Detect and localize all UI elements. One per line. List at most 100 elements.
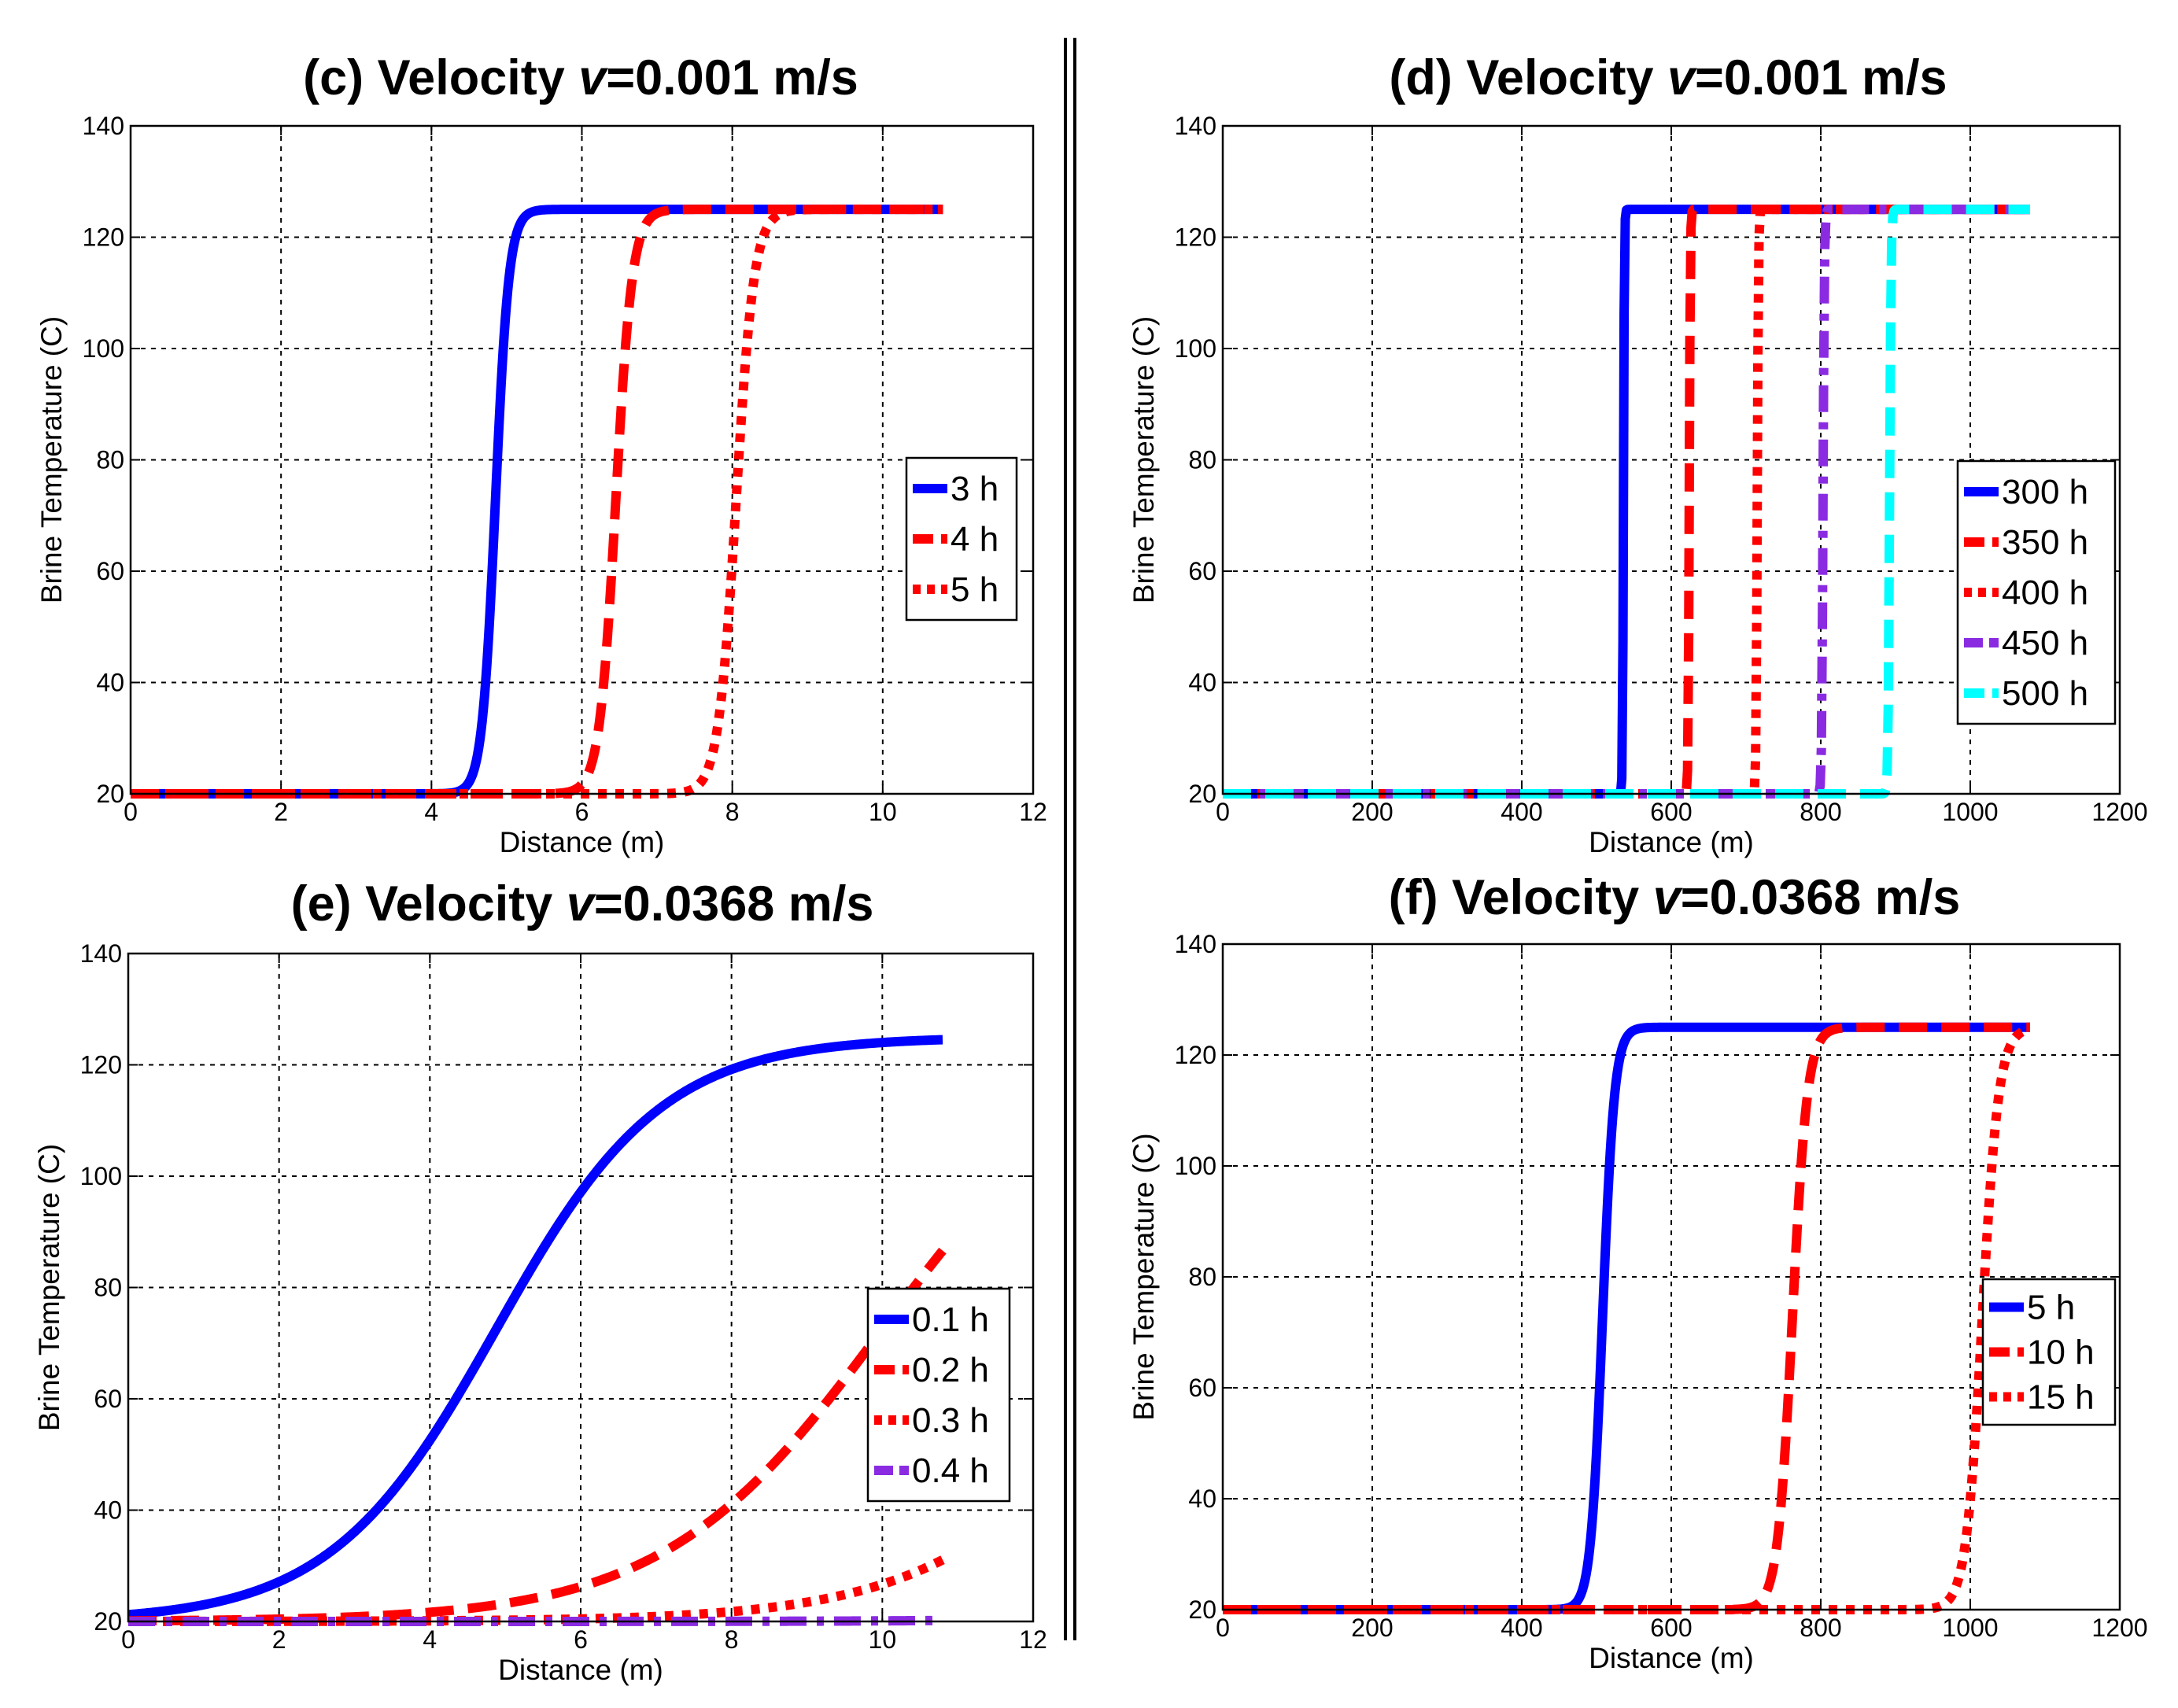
- series-line-0-3-h: [128, 1555, 947, 1626]
- y-tick-label: 100: [80, 1162, 122, 1190]
- x-tick-label: 2: [272, 1625, 286, 1654]
- y-tick-label: 40: [1188, 1485, 1216, 1513]
- legend-label: 15 h: [2027, 1378, 2095, 1417]
- y-tick-label: 80: [94, 1274, 122, 1302]
- x-tick-label: 400: [1501, 798, 1542, 826]
- legend-label: 0.4 h: [912, 1452, 989, 1490]
- legend: 5 h 10 h 15 h: [1981, 1278, 2117, 1426]
- y-tick-label: 140: [83, 112, 124, 140]
- chart-panel-d: (d) Velocity v=0.001 m/s 0 200 400 600 800 100…: [1128, 50, 2148, 858]
- x-tick-label: 200: [1351, 798, 1393, 826]
- x-axis-label: Distance (m): [498, 1654, 663, 1686]
- y-tick-label: 60: [1188, 1374, 1216, 1402]
- x-tick-label: 0: [1216, 798, 1230, 826]
- x-tick-label: 0: [121, 1625, 135, 1654]
- y-tick-label: 120: [1175, 1041, 1216, 1069]
- x-tick-label: 600: [1650, 798, 1692, 826]
- x-tick-label: 12: [1019, 1625, 1047, 1654]
- x-axis-label: Distance (m): [1589, 826, 1754, 858]
- y-tick-label: 120: [1175, 223, 1216, 252]
- legend-label: 500 h: [2002, 674, 2088, 713]
- x-tick-label: 10: [869, 798, 897, 826]
- y-tick-label: 80: [1188, 1263, 1216, 1291]
- y-tick-label: 60: [94, 1385, 122, 1413]
- chart-panel-e: (e) Velocity v=0.0368 m/s 0 2 4 6 8 10 12 20 40 60…: [33, 876, 1047, 1686]
- y-tick-label: 60: [96, 557, 124, 585]
- y-tick-label: 60: [1188, 557, 1216, 585]
- x-tick-label: 10: [869, 1625, 897, 1654]
- x-tick-label: 8: [725, 1625, 739, 1654]
- chart-title: (d) Velocity v=0.001 m/s: [1389, 50, 1947, 105]
- y-tick-label: 140: [1175, 930, 1216, 958]
- y-tick-label: 100: [1175, 1152, 1216, 1180]
- chart-title-variable: v: [578, 50, 608, 105]
- legend-label: 400 h: [2002, 574, 2088, 612]
- x-tick-label: 1200: [2091, 1614, 2147, 1642]
- x-tick-label: 600: [1650, 1614, 1692, 1642]
- chart-title-variable: v: [1667, 50, 1697, 105]
- legend-label: 0.2 h: [912, 1351, 989, 1389]
- chart-title-suffix: =0.0368 m/s: [1681, 870, 1961, 925]
- chart-title-suffix: =0.001 m/s: [606, 50, 858, 105]
- y-tick-label: 80: [96, 446, 124, 474]
- legend-label: 5 h: [951, 570, 999, 609]
- legend-label: 300 h: [2002, 473, 2088, 511]
- chart-panel-f: (f) Velocity v=0.0368 m/s 0 200 400 600 800 10…: [1128, 870, 2148, 1674]
- y-tick-label: 40: [94, 1496, 122, 1525]
- y-tick-label: 80: [1188, 446, 1216, 474]
- y-tick-label: 20: [94, 1607, 122, 1636]
- plot-frame: [1221, 124, 2121, 795]
- x-tick-label: 800: [1800, 798, 1841, 826]
- legend: 3 h 4 h 5 h: [905, 456, 1018, 622]
- chart-title: (c) Velocity v=0.001 m/s: [303, 50, 858, 105]
- x-tick-label: 1000: [1942, 1614, 1998, 1642]
- x-axis-label: Distance (m): [1589, 1642, 1754, 1674]
- chart-title-prefix: (f) Velocity: [1389, 870, 1653, 925]
- chart-title-prefix: (d) Velocity: [1389, 50, 1667, 105]
- y-tick-label: 40: [1188, 669, 1216, 697]
- y-axis-label: Brine Temperature (C): [1128, 316, 1160, 603]
- chart-title: (e) Velocity v=0.0368 m/s: [291, 876, 874, 931]
- series-group: [128, 1035, 947, 1626]
- x-tick-label: 8: [725, 798, 740, 826]
- plot-frame: [1221, 943, 2121, 1611]
- chart-title-variable: v: [567, 876, 596, 931]
- legend-label: 10 h: [2027, 1334, 2095, 1372]
- legend-label: 450 h: [2002, 624, 2088, 662]
- series-line-0-2-h: [128, 1247, 947, 1626]
- y-tick-label: 120: [83, 223, 124, 252]
- legend-label: 0.1 h: [912, 1300, 989, 1339]
- plot-frame: [129, 124, 1035, 795]
- y-tick-label: 140: [1175, 112, 1216, 140]
- y-tick-label: 140: [80, 939, 122, 968]
- chart-panel-c: (c) Velocity v=0.001 m/s 0 2 4 6 8 10 12 20 40 60 8…: [35, 50, 1047, 858]
- chart-title-suffix: =0.0368 m/s: [594, 876, 874, 931]
- y-axis-label: Brine Temperature (C): [33, 1144, 65, 1431]
- legend-label: 5 h: [2027, 1289, 2075, 1327]
- y-tick-label: 100: [1175, 334, 1216, 363]
- x-tick-label: 1000: [1942, 798, 1998, 826]
- legend-label: 3 h: [951, 470, 999, 508]
- x-tick-label: 0: [1216, 1614, 1230, 1642]
- x-tick-label: 4: [423, 1625, 437, 1654]
- y-tick-label: 40: [96, 669, 124, 697]
- legend-label: 350 h: [2002, 523, 2088, 562]
- y-tick-label: 20: [1188, 1595, 1216, 1624]
- legend-label: 0.3 h: [912, 1401, 989, 1440]
- x-tick-label: 0: [124, 798, 138, 826]
- y-axis-label: Brine Temperature (C): [35, 316, 68, 603]
- chart-title-prefix: (c) Velocity: [303, 50, 578, 105]
- y-axis-label: Brine Temperature (C): [1128, 1133, 1160, 1420]
- series-line-0-1-h: [128, 1035, 947, 1620]
- chart-title: (f) Velocity v=0.0368 m/s: [1389, 870, 1961, 925]
- chart-title-suffix: =0.001 m/s: [1695, 50, 1947, 105]
- x-tick-label: 6: [575, 798, 589, 826]
- chart-title-prefix: (e) Velocity: [291, 876, 567, 931]
- y-tick-label: 20: [96, 780, 124, 808]
- y-tick-label: 120: [80, 1051, 122, 1079]
- legend-label: 4 h: [951, 520, 999, 559]
- x-tick-label: 6: [574, 1625, 588, 1654]
- x-tick-label: 200: [1351, 1614, 1393, 1642]
- x-tick-label: 1200: [2091, 798, 2147, 826]
- x-tick-label: 400: [1501, 1614, 1542, 1642]
